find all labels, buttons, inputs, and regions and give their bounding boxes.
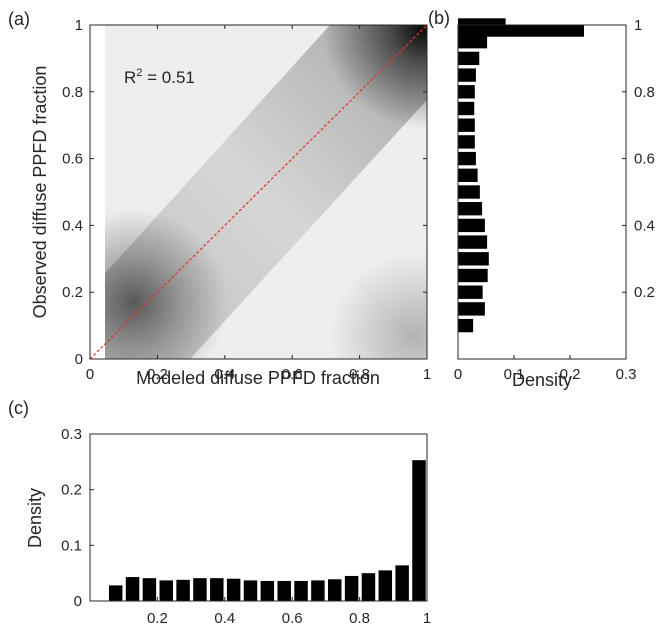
panel-c-bar — [311, 580, 325, 601]
panel-c-bar — [176, 579, 190, 601]
panel-c-bar — [378, 570, 393, 601]
panel-c-y-tick-label: 0.3 — [61, 426, 82, 443]
panel-a-x-axis-label: Modeled diffuse PPFD fraction — [136, 368, 380, 388]
panel-c-bar — [193, 578, 207, 601]
panel-c-y-ticks: 0 0.1 0.2 0.3 — [61, 426, 94, 610]
panel-a-x-ticks: 0 0.2 0.4 0.6 0.8 1 — [86, 25, 431, 383]
panel-c-y-axis-label: Density — [25, 488, 45, 548]
panel-c-bar — [328, 579, 342, 601]
panel-c-bar — [260, 580, 275, 601]
panel-b-y-tick-label: 0.2 — [634, 284, 655, 301]
panel-c-bar — [243, 580, 258, 601]
panel-c-bar — [159, 580, 173, 601]
panel-c-bars — [108, 460, 426, 601]
panel-a-y-tick-label: 0 — [75, 351, 83, 368]
panel-b-bar — [458, 218, 485, 233]
panel-a-x-tick-label: 1 — [423, 366, 431, 383]
panel-b-y-tick-label: 1 — [634, 17, 642, 34]
panel-b-bar — [458, 268, 488, 283]
panel-c-bar — [395, 565, 409, 601]
panel-a-x-tick-label: 0.4 — [214, 366, 235, 383]
panel-c-bar — [108, 585, 123, 601]
panel-b-bar-top — [458, 25, 584, 37]
r-squared-prefix: R — [124, 68, 136, 87]
panel-c-label: (c) — [8, 398, 29, 418]
panel-b-bar — [458, 68, 476, 82]
panel-a-y-tick-label: 0.2 — [62, 284, 83, 301]
panel-c-x-ticks: 0.2 0.4 0.6 0.8 1 — [147, 597, 431, 627]
panel-a-axes-box — [89, 24, 428, 360]
panel-c-x-tick-label: 0.4 — [214, 610, 235, 627]
panel-b-bar — [458, 135, 475, 149]
panel-b-bar — [458, 85, 475, 99]
panel-b-x-tick-label: 0.2 — [560, 366, 581, 383]
panel-b-bar — [458, 235, 488, 249]
panel-b-label: (b) — [428, 8, 450, 28]
one-to-one-reference-line — [90, 25, 427, 359]
panel-c-bar — [226, 578, 241, 601]
panel-c-x-tick-label: 0.2 — [147, 610, 168, 627]
panel-b-bar — [458, 185, 480, 199]
panel-b-x-axis-label: Density — [512, 370, 572, 390]
panel-a-x-tick-label: 0.8 — [349, 366, 370, 383]
panel-a-y-tick-label: 0.6 — [62, 151, 83, 168]
panel-b-bar — [458, 51, 480, 66]
panel-c-y-tick-label: 0.2 — [61, 482, 82, 499]
panel-b-y-ticks: 0.2 0.4 0.6 0.8 1 — [622, 17, 655, 301]
panel-c-bar — [277, 580, 291, 601]
panel-c-bar — [361, 573, 376, 601]
panel-a-x-tick-label: 0.2 — [147, 366, 168, 383]
panel-b-y-tick-label: 0.4 — [634, 217, 655, 234]
panel-c-bar — [344, 575, 359, 601]
panel-a-x-tick-label: 0 — [86, 366, 94, 383]
panel-a-y-axis-label: Observed diffuse PPFD fraction — [30, 66, 50, 319]
panel-c-bar — [412, 460, 426, 601]
panel-b-bar — [458, 101, 475, 116]
panel-b-x-ticks: 0 0.1 0.2 0.3 — [454, 355, 637, 383]
panel-b-y-tick-label: 0.8 — [634, 84, 655, 101]
panel-a-y-tick-label: 0.4 — [62, 217, 83, 234]
panel-a-x-tick-label: 0.6 — [282, 366, 303, 383]
panel-b-x-tick-label: 0.1 — [504, 366, 525, 383]
panel-b-bar — [458, 168, 478, 182]
panel-a-y-tick-label: 1 — [75, 17, 83, 34]
panel-a-heatmap: (a) R2 = 0.51 0 0.2 0.4 0.6 0.8 1 00.20.40.60… — [8, 9, 431, 388]
panel-c-bar — [125, 577, 140, 601]
panel-b-bar — [458, 151, 476, 166]
panel-b-bar — [458, 285, 483, 299]
r-squared-superscript: 2 — [136, 67, 142, 79]
panel-c-y-tick-label: 0.1 — [61, 537, 82, 554]
panel-b-axes-box — [457, 24, 627, 360]
panel-b-x-tick-label: 0.3 — [616, 366, 637, 383]
panel-b-bar — [458, 35, 488, 49]
panel-c-axes-box — [89, 433, 428, 602]
r-squared-annotation: R2 = 0.51 — [124, 67, 195, 87]
panel-b-bar — [458, 118, 475, 132]
panel-a-label: (a) — [8, 9, 30, 29]
panel-b-bar — [458, 202, 483, 216]
panel-c-histogram: (c) 0.2 0.4 0.6 0.8 1 0 0.1 0.2 0.3 Density — [8, 398, 431, 627]
panel-b-y-tick-label: 0.6 — [634, 151, 655, 168]
heatmap-area — [90, 25, 427, 359]
panel-c-bar — [294, 580, 308, 601]
r-squared-value: = 0.51 — [142, 68, 194, 87]
panel-c-x-tick-label: 0.8 — [349, 610, 370, 627]
panel-c-x-tick-label: 0.6 — [282, 610, 303, 627]
panel-a-y-ticks: 0 0.2 0.4 0.6 0.8 1 — [62, 17, 427, 368]
panel-a-y-tick-label: 0.8 — [62, 84, 83, 101]
panel-b-bar — [458, 318, 474, 333]
panel-c-bar — [210, 578, 224, 601]
panel-b-histogram: (b) 0 0.1 0.2 0.3 0.2 0.4 0.6 0.8 1 Density — [428, 8, 655, 390]
panel-b-bar — [458, 302, 485, 316]
heatmap-empty-left-strip — [90, 25, 105, 359]
panel-c-bar — [142, 578, 157, 601]
panel-c-x-tick-label: 1 — [423, 610, 431, 627]
panel-c-y-tick-label: 0 — [74, 593, 82, 610]
panel-b-bar — [458, 252, 489, 266]
panel-b-bars — [458, 18, 584, 333]
panel-b-x-tick-label: 0 — [454, 366, 462, 383]
